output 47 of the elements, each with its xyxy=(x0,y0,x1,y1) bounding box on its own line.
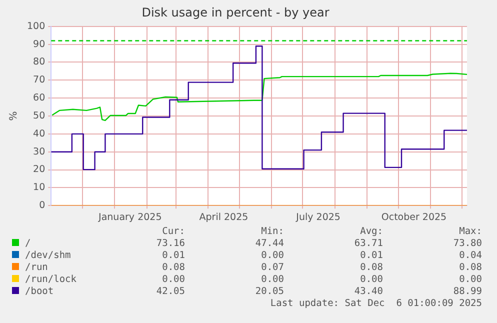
legend-label: /dev/shm xyxy=(24,250,72,262)
y-tick-label: 30 xyxy=(33,146,46,158)
text: 0.01 xyxy=(161,250,185,262)
text: 47.44 xyxy=(254,238,284,250)
x-tick-label: July 2025 xyxy=(295,212,340,223)
text: 43.40 xyxy=(353,286,383,298)
y-tick-label: 10 xyxy=(33,182,46,194)
legend-label: / xyxy=(24,238,32,250)
text: 73.16 xyxy=(155,238,185,250)
text: 0.00 xyxy=(161,274,185,286)
text: 20.05 xyxy=(254,286,284,298)
text: 88.99 xyxy=(452,286,482,298)
y-tick-label: 50 xyxy=(33,110,46,122)
text: 0.00 xyxy=(260,250,284,262)
text: Max: xyxy=(458,226,482,238)
text: Last update: Sat Dec 6 01:00:09 2025 xyxy=(269,298,482,310)
x-tick-label: October 2025 xyxy=(381,212,447,223)
y-tick-label: 100 xyxy=(26,20,46,32)
chart-title: Disk usage in percent - by year xyxy=(142,5,330,20)
y-tick-label: 20 xyxy=(33,164,46,176)
text: 0.07 xyxy=(260,262,284,274)
y-tick-label: 90 xyxy=(33,38,46,50)
text: 0.08 xyxy=(359,262,383,274)
text: Cur: xyxy=(161,226,185,238)
text: 0.01 xyxy=(359,250,383,262)
y-tick-label: 0 xyxy=(39,200,46,212)
text: 0.00 xyxy=(458,274,482,286)
y-tick-label: 60 xyxy=(33,92,46,104)
text: Avg: xyxy=(359,226,383,238)
text: 0.08 xyxy=(458,262,482,274)
text: 73.80 xyxy=(452,238,482,250)
y-axis-title: % xyxy=(8,111,20,121)
y-tick-label: 80 xyxy=(33,56,46,68)
text: 0.00 xyxy=(359,274,383,286)
legend-label: /run xyxy=(24,262,49,274)
text: 0.00 xyxy=(260,274,284,286)
y-tick-label: 40 xyxy=(33,128,46,140)
text: Min: xyxy=(260,226,284,238)
x-tick-label: January 2025 xyxy=(98,212,162,223)
legend-label: /run/lock xyxy=(24,274,78,286)
text: 42.05 xyxy=(155,286,185,298)
text: 63.71 xyxy=(353,238,383,250)
y-tick-label: 70 xyxy=(33,74,46,86)
legend-label: /boot xyxy=(24,286,55,298)
x-tick-label: April 2025 xyxy=(199,212,248,223)
text: 0.04 xyxy=(458,250,482,262)
text: 0.08 xyxy=(161,262,185,274)
